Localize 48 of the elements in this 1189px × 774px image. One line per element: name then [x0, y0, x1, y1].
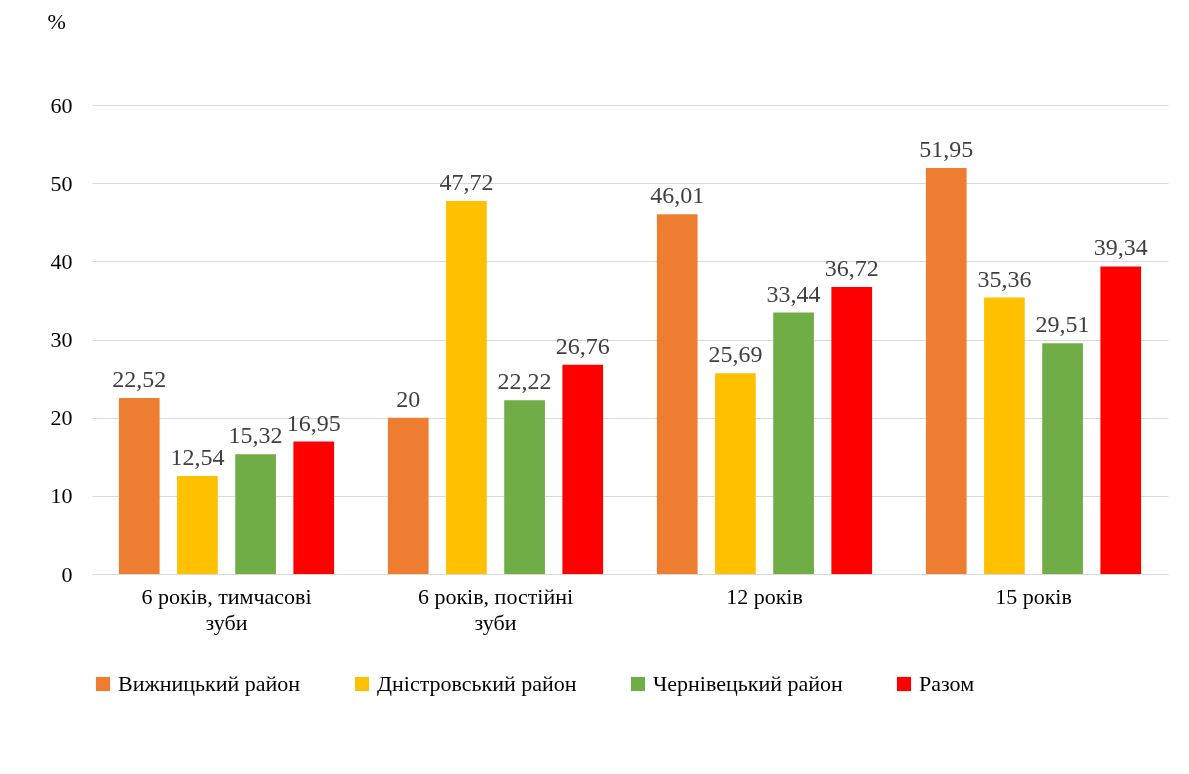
- bar: [925, 167, 967, 574]
- y-tick-label: 50: [50, 170, 73, 196]
- bar: [446, 200, 487, 574]
- data-label: 46,01: [650, 182, 705, 209]
- data-label: 22,22: [497, 368, 552, 395]
- legend-label: Дністровський район: [377, 671, 577, 696]
- bar: [293, 441, 335, 574]
- data-label: 35,36: [977, 265, 1032, 292]
- legend-label: Чернівецький район: [653, 671, 844, 696]
- bar: [387, 417, 429, 574]
- bar: [984, 297, 1025, 574]
- x-tick-label: 6 років, постійні зуби: [417, 583, 574, 635]
- bar: [177, 475, 218, 574]
- data-label: 33,44: [766, 280, 821, 307]
- y-tick-label: 0: [61, 561, 73, 587]
- data-label: 25,69: [708, 341, 763, 368]
- bar: [715, 373, 756, 574]
- data-label: 15,32: [228, 422, 283, 449]
- bar: [1042, 343, 1083, 574]
- bar: [831, 286, 873, 574]
- bar: [118, 397, 160, 574]
- y-tick-label: 60: [50, 92, 73, 118]
- y-axis-title: %: [47, 8, 66, 34]
- data-label: 47,72: [439, 168, 494, 195]
- bar: [504, 400, 545, 574]
- bar: [1100, 266, 1142, 574]
- data-label: 36,72: [824, 254, 879, 281]
- legend-label: Разом: [919, 671, 975, 696]
- data-label: 26,76: [555, 332, 610, 359]
- data-label: 22,52: [112, 365, 167, 392]
- bar: [773, 312, 814, 574]
- data-label: 12,54: [170, 443, 225, 470]
- legend-label: Вижницький район: [118, 671, 301, 696]
- bar: [235, 454, 276, 574]
- bar: [656, 214, 698, 574]
- x-tick-label: 12 років: [726, 583, 803, 609]
- data-label: 20: [396, 385, 421, 412]
- data-label: 16,95: [286, 409, 341, 436]
- y-tick-label: 10: [50, 483, 73, 509]
- bar: [562, 364, 604, 574]
- data-label: 29,51: [1035, 311, 1090, 338]
- x-tick-label: 6 років, тимчасові зуби: [141, 583, 312, 635]
- data-label: 39,34: [1093, 234, 1148, 261]
- data-label: 51,95: [919, 135, 974, 162]
- x-tick-label: 15 років: [995, 583, 1072, 609]
- y-tick-label: 30: [50, 327, 73, 352]
- y-tick-label: 20: [50, 405, 73, 431]
- y-tick-label: 40: [50, 248, 73, 274]
